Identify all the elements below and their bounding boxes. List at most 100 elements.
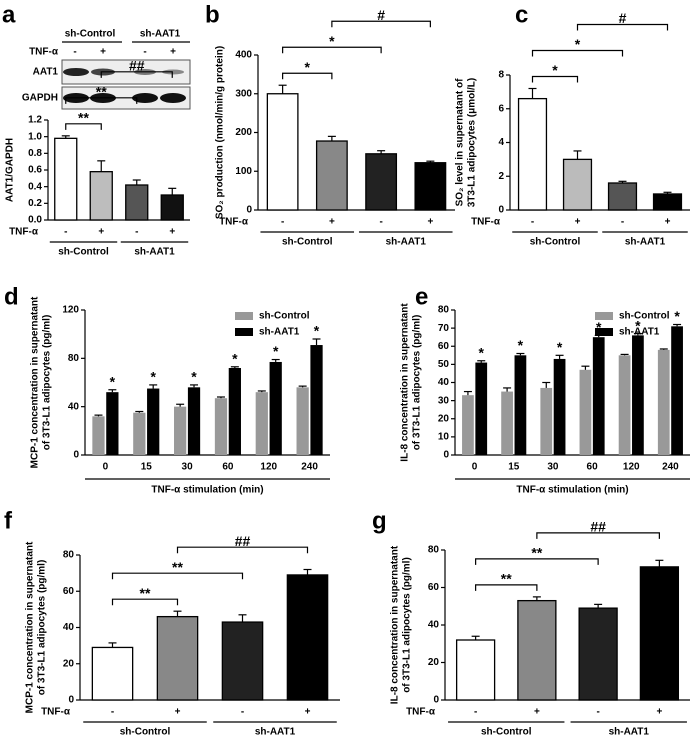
error-bar bbox=[655, 559, 664, 567]
y-tick-label: 80 bbox=[68, 353, 80, 364]
significance-label: ** bbox=[96, 84, 107, 100]
error-bar bbox=[312, 338, 321, 346]
bar bbox=[540, 387, 553, 455]
significance-label: * bbox=[150, 369, 156, 385]
significance-label: * bbox=[674, 308, 680, 324]
y-axis-label: IL-8 concentration in supernatant bbox=[390, 545, 401, 704]
y-axis-label: IL-8 concentration in supernatant bbox=[400, 303, 411, 462]
error-bar bbox=[190, 384, 199, 388]
error-bar bbox=[555, 354, 564, 359]
bar bbox=[266, 93, 299, 211]
y-tick-label: 0 bbox=[246, 205, 252, 216]
blot-band bbox=[162, 69, 184, 75]
x-axis-label: TNF-α stimulation (min) bbox=[516, 485, 628, 496]
y-tick-label: 30 bbox=[438, 395, 450, 406]
treatment-label: TNF-α bbox=[41, 707, 71, 718]
significance-label: ** bbox=[172, 559, 183, 575]
treatment-label: TNF-α bbox=[471, 217, 501, 228]
x-tick-label: 15 bbox=[141, 462, 153, 473]
y-tick-label: 10 bbox=[438, 432, 450, 443]
y-axis-label: of 3T3-L1 adipocytes (pg/ml) bbox=[37, 560, 48, 696]
blot-band bbox=[132, 93, 158, 103]
legend-swatch bbox=[235, 328, 253, 336]
y-tick-label: 60 bbox=[63, 586, 75, 597]
significance-label: ** bbox=[501, 571, 512, 587]
group-label: sh-AAT1 bbox=[386, 237, 427, 248]
x-tick-label: 240 bbox=[662, 462, 679, 473]
error-bar bbox=[238, 614, 247, 623]
western-blot: sh-Control sh-AAT1 TNF-α - + - + AAT1 GA… bbox=[22, 29, 191, 110]
error-bar bbox=[278, 84, 287, 94]
error-bar bbox=[663, 191, 672, 194]
blot-treatment: - bbox=[73, 47, 76, 58]
treatment-sign: - bbox=[241, 707, 244, 718]
significance-bracket bbox=[282, 46, 382, 54]
significance-label: ## bbox=[590, 519, 606, 535]
y-tick-label: 2 bbox=[498, 171, 504, 182]
x-tick-label: 30 bbox=[182, 462, 194, 473]
x-tick-label: 0 bbox=[472, 462, 478, 473]
bar bbox=[553, 358, 566, 455]
blot-group-label: sh-AAT1 bbox=[140, 29, 181, 40]
bar bbox=[657, 349, 670, 455]
bar bbox=[501, 391, 513, 455]
error-bar bbox=[149, 384, 158, 389]
bar bbox=[578, 607, 618, 701]
y-tick-label: 40 bbox=[428, 620, 440, 631]
blot-group-label: sh-Control bbox=[65, 29, 116, 40]
treatment-sign: + bbox=[575, 217, 581, 228]
treatment-sign: + bbox=[329, 217, 335, 228]
y-tick-label: 60 bbox=[438, 341, 450, 352]
y-tick-label: 80 bbox=[428, 545, 440, 556]
y-axis-label: 3T3-L1 adipocytes (μmol/L) bbox=[467, 78, 478, 207]
error-bar bbox=[230, 366, 239, 368]
group-label: sh-Control bbox=[120, 727, 171, 738]
error-bar bbox=[216, 396, 225, 399]
error-bar bbox=[426, 160, 435, 163]
x-tick-label: 60 bbox=[587, 462, 599, 473]
bar bbox=[54, 137, 78, 221]
significance-label: ## bbox=[129, 58, 145, 74]
treatment-sign: + bbox=[175, 707, 181, 718]
significance-label: * bbox=[575, 36, 581, 52]
blot-band bbox=[160, 93, 186, 103]
x-tick-label: 240 bbox=[301, 462, 318, 473]
treatment-sign: + bbox=[169, 227, 175, 238]
significance-bracket bbox=[282, 72, 333, 80]
y-tick-label: 50 bbox=[438, 359, 450, 370]
x-tick-label: 60 bbox=[222, 462, 234, 473]
significance-bracket bbox=[531, 75, 579, 83]
panel-letter: g bbox=[372, 507, 387, 534]
error-bar bbox=[108, 389, 117, 393]
significance-label: ** bbox=[78, 110, 89, 126]
legend-label: sh-Control bbox=[619, 311, 670, 322]
bar bbox=[214, 398, 228, 455]
y-tick-label: 0 bbox=[433, 695, 439, 706]
error-bar bbox=[620, 353, 629, 356]
y-tick-label: 0 bbox=[73, 450, 79, 461]
bar bbox=[592, 337, 605, 455]
group-label: sh-AAT1 bbox=[255, 727, 296, 738]
y-tick-label: 40 bbox=[68, 401, 80, 412]
panel-letter: b bbox=[205, 1, 220, 28]
y-tick-label: 70 bbox=[438, 323, 450, 334]
group-label: sh-Control bbox=[481, 727, 532, 738]
bar bbox=[187, 387, 201, 455]
bar bbox=[255, 392, 268, 455]
error-bar bbox=[477, 360, 486, 363]
x-tick-label: 15 bbox=[508, 462, 520, 473]
error-bar bbox=[659, 348, 668, 350]
treatment-label: TNF-α bbox=[406, 707, 436, 718]
legend-swatch bbox=[595, 328, 613, 336]
bar bbox=[125, 184, 149, 221]
error-bar bbox=[168, 187, 177, 195]
y-axis-label: MCP-1 concentration in supernatant bbox=[30, 296, 41, 468]
treatment-sign: + bbox=[665, 217, 671, 228]
blot-row-label: AAT1 bbox=[33, 67, 59, 78]
y-tick-label: 60 bbox=[428, 582, 440, 593]
group-label: sh-Control bbox=[530, 237, 581, 248]
error-bar bbox=[61, 135, 70, 139]
x-tick-label: 30 bbox=[547, 462, 559, 473]
error-bar bbox=[471, 635, 480, 640]
error-bar bbox=[298, 385, 307, 388]
